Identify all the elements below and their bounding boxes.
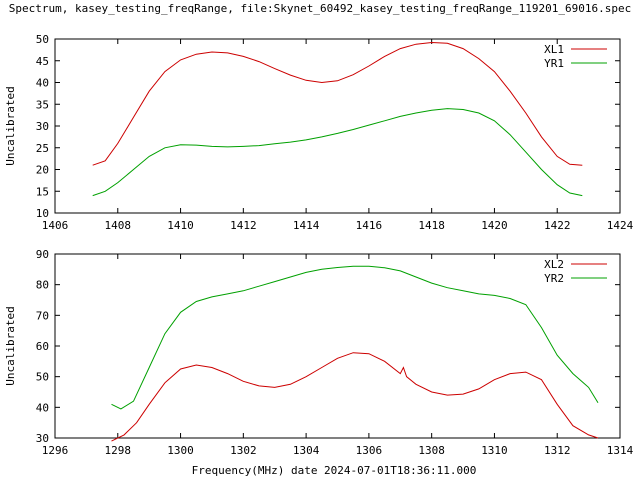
x-tick-label: 1312 [544,444,571,457]
y-tick-label: 50 [36,371,49,384]
x-tick-label: 1304 [293,444,320,457]
y-tick-label: 40 [36,401,49,414]
legend-label: YR2 [544,272,564,285]
y-axis-label: Uncalibrated [4,306,17,385]
series-line-xl2 [111,352,599,442]
legend-label: XL2 [544,258,564,271]
series-line-yr1 [92,108,583,197]
plot-title: Spectrum, kasey_testing_freqRange, file:… [9,2,632,15]
x-tick-label: 1418 [418,219,445,232]
y-tick-label: 35 [36,98,49,111]
chart-panels: 1406 1408 1410 1412 1414 1416 1418 1420 1422 1424… [4,33,634,457]
x-tick-label: 1300 [167,444,194,457]
legend-label: YR1 [544,57,564,70]
y-tick-label: 40 [36,77,49,90]
y-tick-label: 30 [36,120,49,133]
y-tick-label: 50 [36,33,49,46]
x-tick-label: 1420 [481,219,508,232]
x-tick-label: 1302 [230,444,257,457]
x-tick-label: 1306 [356,444,383,457]
plot-frame [54,38,621,214]
x-tick-label: 1314 [607,444,634,457]
x-tick-label: 1298 [105,444,132,457]
y-tick-label: 80 [36,279,49,292]
series-line-xl1 [92,41,583,166]
y-tick-label: 15 [36,185,49,198]
legend-label: XL1 [544,43,564,56]
y-tick-label: 45 [36,55,49,68]
y-tick-label: 90 [36,248,49,261]
y-tick-label: 20 [36,164,49,177]
y-tick-label: 25 [36,142,49,155]
y-tick-label: 10 [36,207,49,220]
y-tick-label: 60 [36,340,49,353]
x-tick-label: 1416 [356,219,383,232]
x-tick-label: 1308 [418,444,445,457]
x-tick-label: 1310 [481,444,508,457]
x-tick-label: 1424 [607,219,634,232]
x-tick-label: 1296 [42,444,69,457]
x-tick-label: 1422 [544,219,571,232]
x-axis-label: Frequency(MHz) date 2024-07-01T18:36:11.… [192,464,477,477]
series-line-yr2 [111,265,599,410]
y-axis-label: Uncalibrated [4,86,17,165]
x-tick-label: 1410 [167,219,194,232]
y-tick-label: 30 [36,432,49,445]
x-tick-label: 1414 [293,219,320,232]
x-tick-label: 1408 [105,219,132,232]
x-tick-label: 1412 [230,219,257,232]
chart-panel-2: 1296 1298 1300 1302 1304 1306 1308 1310 1312 1314… [4,248,634,457]
plot-frame [54,253,621,439]
y-tick-label: 70 [36,309,49,322]
x-tick-label: 1406 [42,219,69,232]
chart-panel-1: 1406 1408 1410 1412 1414 1416 1418 1420 1422 1424… [4,33,634,232]
